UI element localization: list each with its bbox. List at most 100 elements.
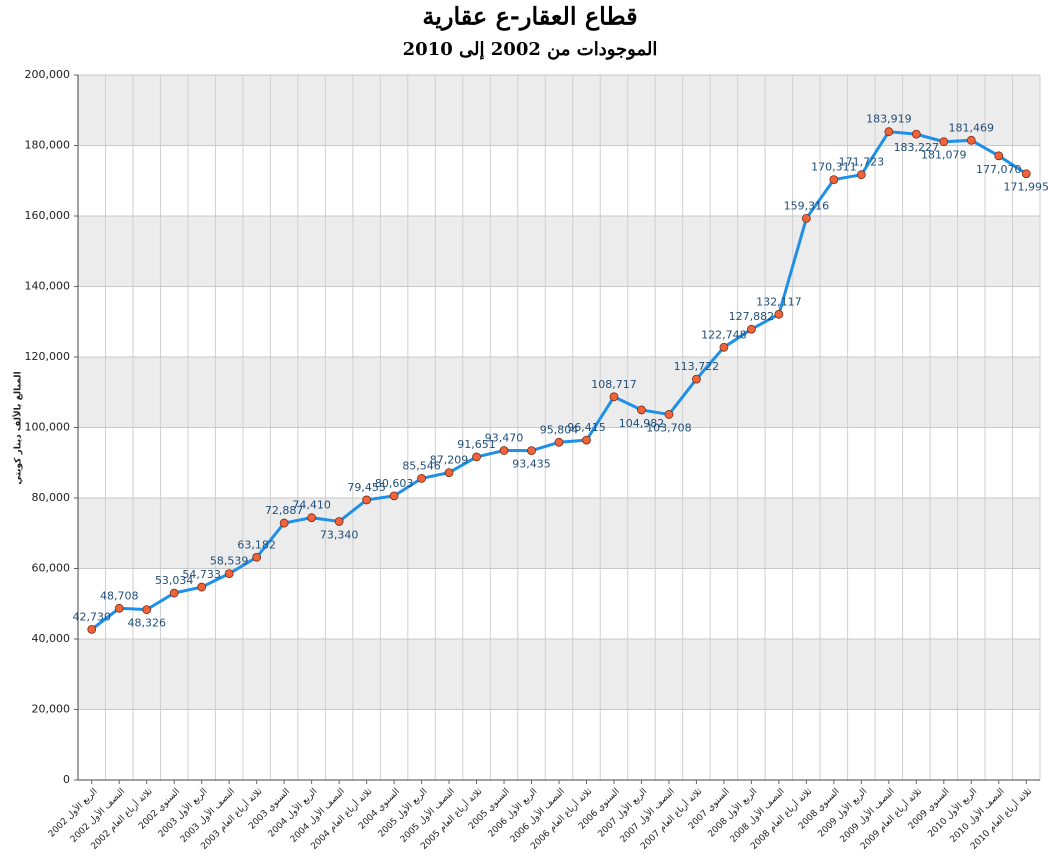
data-label: 183,227 — [894, 141, 940, 154]
data-label: 181,469 — [949, 121, 995, 134]
y-tick-label: 80,000 — [32, 491, 71, 504]
marker — [884, 127, 894, 137]
data-label: 73,340 — [320, 528, 359, 541]
y-tick-label: 0 — [63, 773, 70, 786]
marker — [389, 491, 399, 501]
data-label: 80,603 — [375, 477, 414, 490]
marker — [527, 446, 536, 456]
marker — [1021, 169, 1031, 179]
data-label: 72,887 — [265, 504, 304, 517]
data-label: 54,733 — [182, 568, 221, 581]
marker — [307, 513, 317, 523]
marker — [114, 603, 124, 613]
y-axis-label: المبالغ بالألف دينار كويتي — [12, 371, 24, 484]
data-label: 171,723 — [839, 156, 885, 169]
data-label: 91,651 — [457, 438, 496, 451]
data-label: 113,722 — [674, 360, 720, 373]
grid-band — [78, 639, 1040, 710]
y-tick-label: 200,000 — [25, 68, 71, 81]
y-tick-label: 100,000 — [25, 421, 71, 434]
marker — [829, 175, 839, 185]
marker — [637, 405, 646, 415]
data-label: 96,415 — [567, 421, 606, 434]
data-label: 181,079 — [921, 149, 967, 162]
marker — [939, 137, 949, 147]
y-tick-label: 120,000 — [25, 350, 71, 363]
marker — [801, 214, 811, 223]
data-label: 48,708 — [100, 589, 139, 602]
marker — [197, 582, 207, 592]
data-label: 103,708 — [646, 421, 692, 434]
data-label: 53,034 — [155, 574, 194, 587]
data-label: 74,410 — [292, 499, 331, 512]
marker — [142, 605, 152, 615]
marker — [279, 518, 289, 528]
y-tick-label: 20,000 — [32, 703, 71, 716]
data-label: 170,311 — [811, 161, 857, 174]
marker — [472, 452, 481, 462]
data-label: 93,435 — [512, 458, 551, 471]
marker — [911, 129, 921, 139]
x-tick-label: الربع الأول 2005 — [375, 785, 429, 839]
data-label: 183,919 — [866, 113, 912, 126]
chart-subtitle: الموجودات من 2002 إلى 2010 — [403, 39, 658, 60]
x-tick-label: الربع الأول 2008 — [705, 785, 759, 839]
marker — [417, 474, 426, 483]
marker — [719, 342, 729, 352]
marker — [747, 324, 756, 334]
data-label: 63,182 — [237, 538, 276, 551]
marker — [444, 468, 454, 477]
marker — [334, 517, 344, 526]
x-tick-label: الربع الأول 2010 — [925, 785, 979, 839]
data-label: 85,546 — [402, 459, 441, 472]
data-label: 87,209 — [430, 454, 469, 467]
data-label: 58,539 — [210, 555, 249, 568]
data-label: 42,730 — [72, 610, 111, 623]
marker — [774, 309, 784, 319]
marker — [252, 552, 262, 562]
data-label: 104,982 — [619, 417, 665, 430]
data-label: 177,070 — [976, 163, 1022, 176]
marker — [856, 170, 866, 180]
x-tick-label: الربع الأول 2004 — [265, 785, 319, 839]
y-tick-label: 40,000 — [32, 632, 71, 645]
x-tick-label: الربع الأول 2002 — [45, 785, 99, 839]
data-label: 159,316 — [784, 199, 830, 212]
marker — [554, 437, 564, 447]
marker — [499, 446, 509, 455]
marker — [966, 135, 976, 145]
marker — [664, 410, 674, 419]
data-label: 93,470 — [485, 432, 524, 445]
marker — [169, 588, 179, 598]
data-label: 127,882 — [729, 310, 775, 323]
data-label: 79,455 — [347, 481, 386, 494]
data-label: 108,717 — [591, 378, 637, 391]
grid-band — [78, 498, 1040, 569]
data-label: 95,804 — [540, 423, 579, 436]
data-label: 122,748 — [701, 328, 747, 341]
x-tick-label: الربع الأول 2009 — [815, 785, 869, 839]
grid-band — [78, 75, 1040, 146]
marker — [994, 151, 1004, 161]
marker — [609, 392, 619, 402]
marker — [87, 624, 97, 634]
marker — [692, 374, 701, 384]
y-tick-label: 160,000 — [25, 209, 71, 222]
x-tick-label: الربع الأول 2006 — [485, 785, 539, 839]
y-tick-label: 60,000 — [32, 562, 71, 575]
marker — [224, 569, 234, 579]
chart-title: قطاع العقار-ع عقارية — [422, 2, 637, 32]
data-label: 132,117 — [756, 295, 802, 308]
grid-band — [78, 357, 1040, 428]
x-tick-label: الربع الأول 2003 — [155, 785, 209, 839]
grid-band — [78, 216, 1040, 287]
data-label: 171,995 — [1004, 181, 1050, 194]
data-label: 48,326 — [127, 617, 166, 630]
y-tick-label: 180,000 — [25, 139, 71, 152]
y-tick-label: 140,000 — [25, 280, 71, 293]
x-tick-label: الربع الأول 2007 — [595, 785, 649, 839]
marker — [362, 495, 372, 505]
marker — [582, 435, 591, 445]
